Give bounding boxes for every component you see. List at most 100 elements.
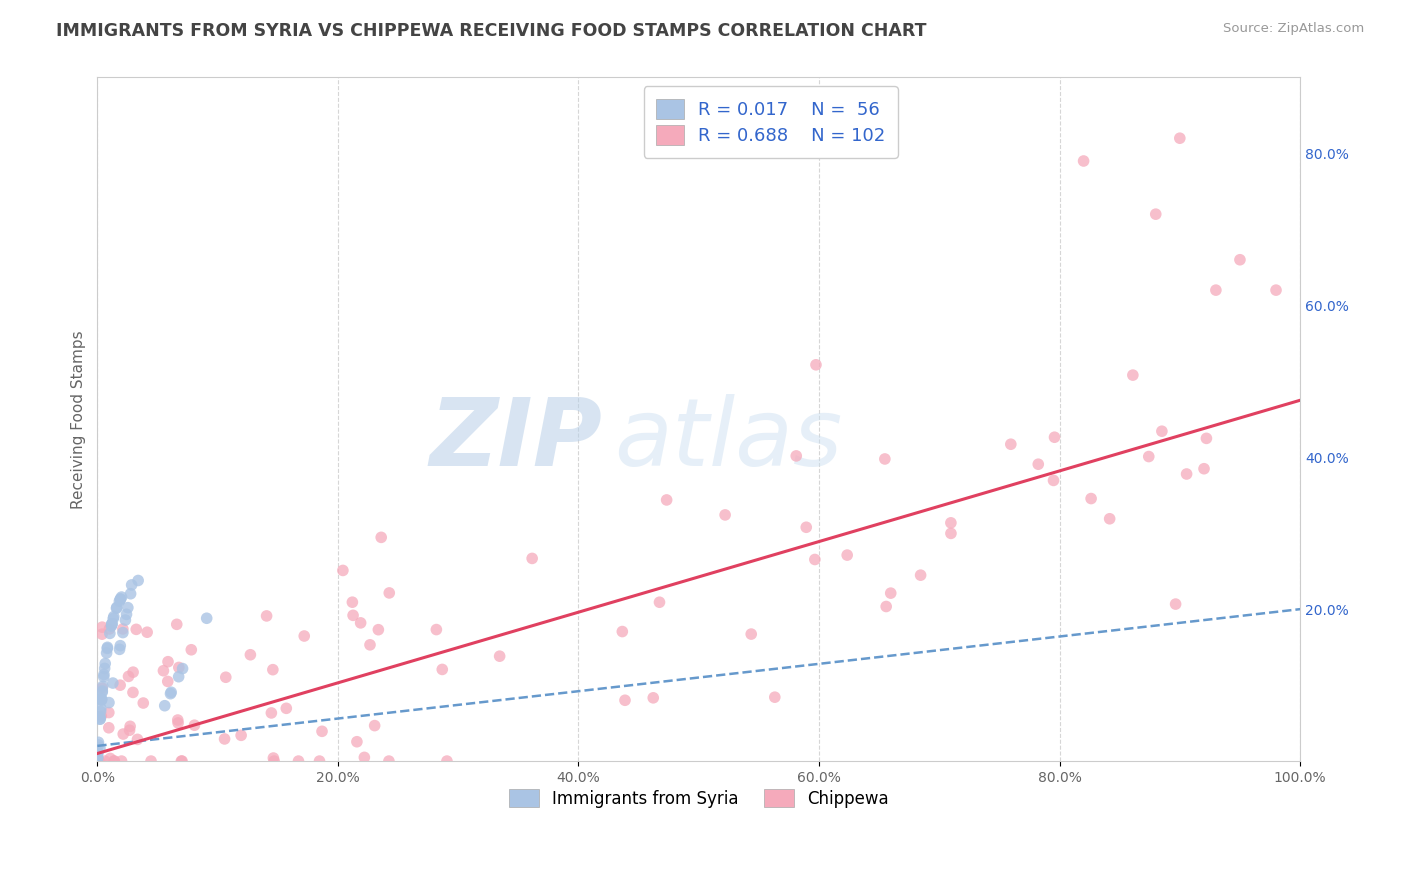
Point: [714, 508, 737, 522]
Point: [108, 678, 131, 692]
Point: [94, 657, 117, 671]
Point: [110, 591, 132, 606]
Point: [880, 586, 903, 600]
Point: [910, 568, 932, 582]
Point: [103, 754, 125, 768]
Point: [262, 663, 284, 677]
Point: [260, 706, 283, 720]
Point: [91, 685, 114, 699]
Point: [763, 690, 786, 705]
Point: [94, 754, 117, 768]
Point: [378, 586, 401, 600]
Point: [1229, 252, 1251, 267]
Point: [111, 622, 134, 636]
Point: [112, 727, 135, 741]
Point: [214, 731, 236, 746]
Point: [183, 718, 205, 732]
Point: [90, 705, 112, 719]
Point: [136, 625, 159, 640]
Point: [111, 625, 134, 640]
Point: [378, 754, 401, 768]
Point: [180, 642, 202, 657]
Point: [1122, 368, 1144, 383]
Point: [262, 751, 284, 765]
Point: [90, 693, 112, 707]
Point: [120, 719, 142, 733]
Point: [98, 626, 121, 640]
Point: [87, 738, 110, 752]
Point: [1026, 457, 1049, 471]
Point: [93, 661, 115, 675]
Text: atlas: atlas: [614, 394, 842, 485]
Point: [359, 638, 381, 652]
Point: [152, 664, 174, 678]
Point: [120, 587, 142, 601]
Point: [873, 452, 896, 467]
Point: [89, 712, 111, 726]
Point: [97, 721, 120, 735]
Point: [96, 640, 118, 655]
Point: [156, 674, 179, 689]
Point: [436, 754, 458, 768]
Point: [86, 752, 108, 766]
Point: [105, 601, 128, 615]
Point: [110, 592, 132, 607]
Point: [1168, 131, 1191, 145]
Point: [643, 690, 665, 705]
Point: [276, 701, 298, 715]
Point: [794, 520, 817, 534]
Point: [91, 681, 114, 696]
Point: [108, 594, 131, 608]
Point: [87, 754, 110, 768]
Point: [353, 750, 375, 764]
Point: [156, 655, 179, 669]
Point: [292, 629, 315, 643]
Point: [342, 608, 364, 623]
Point: [132, 696, 155, 710]
Point: [139, 754, 162, 768]
Point: [939, 516, 962, 530]
Y-axis label: Receiving Food Stamps: Receiving Food Stamps: [72, 330, 86, 508]
Point: [785, 449, 807, 463]
Point: [1000, 437, 1022, 451]
Point: [91, 684, 114, 698]
Point: [160, 685, 183, 699]
Point: [108, 642, 131, 657]
Point: [837, 548, 859, 562]
Point: [96, 646, 118, 660]
Point: [89, 710, 111, 724]
Point: [127, 574, 149, 588]
Point: [172, 662, 194, 676]
Point: [349, 615, 371, 630]
Point: [90, 691, 112, 706]
Point: [89, 712, 111, 726]
Point: [166, 617, 188, 632]
Point: [367, 623, 389, 637]
Text: ZIP: ZIP: [430, 393, 603, 486]
Point: [287, 754, 309, 768]
Point: [105, 600, 128, 615]
Point: [612, 624, 634, 639]
Point: [1098, 512, 1121, 526]
Point: [1150, 424, 1173, 438]
Point: [127, 732, 149, 747]
Point: [1195, 431, 1218, 445]
Point: [118, 723, 141, 738]
Point: [804, 552, 827, 566]
Point: [101, 616, 124, 631]
Legend: Immigrants from Syria, Chippewa: Immigrants from Syria, Chippewa: [502, 783, 896, 814]
Point: [87, 747, 110, 761]
Point: [103, 611, 125, 625]
Point: [1205, 283, 1227, 297]
Point: [1144, 207, 1167, 221]
Point: [90, 701, 112, 715]
Point: [655, 492, 678, 507]
Point: [91, 679, 114, 693]
Text: Source: ZipAtlas.com: Source: ZipAtlas.com: [1223, 22, 1364, 36]
Point: [110, 639, 132, 653]
Point: [1073, 153, 1095, 168]
Point: [614, 693, 637, 707]
Point: [93, 667, 115, 681]
Point: [1164, 597, 1187, 611]
Point: [167, 715, 190, 730]
